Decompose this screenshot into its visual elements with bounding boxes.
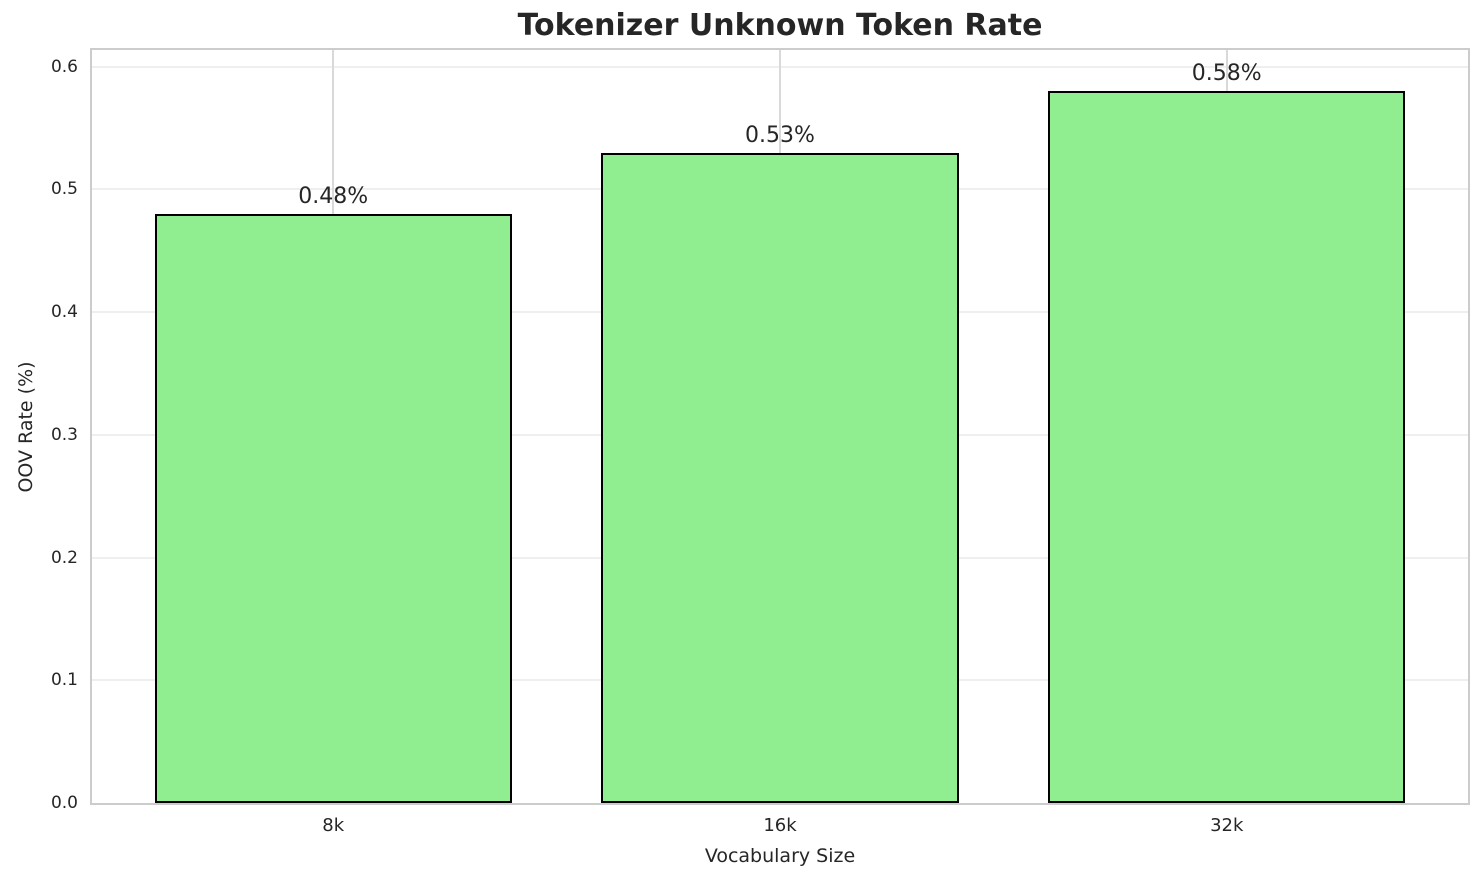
y-axis-label: OOV Rate (%) — [15, 361, 37, 493]
bar — [601, 152, 959, 803]
x-tick-label: 8k — [322, 815, 345, 836]
x-tick-label: 32k — [1210, 815, 1244, 836]
bar — [154, 213, 512, 803]
bar-value-label: 0.58% — [1191, 61, 1262, 87]
plot-area: 0.0 0.1 0.2 0.3 0.4 0.5 0.6 0.48% 8k 0.53% 16k 0.58… — [51, 48, 1470, 836]
y-tick-label: 0.5 — [50, 179, 78, 200]
x-tick-label: 16k — [763, 815, 797, 836]
y-tick-label: 0.4 — [50, 302, 78, 323]
y-tick-label: 0.2 — [50, 547, 78, 568]
x-axis-label: Vocabulary Size — [704, 845, 856, 867]
chart-title: Tokenizer Unknown Token Rate — [517, 8, 1043, 43]
y-tick-label: 0.6 — [50, 56, 78, 77]
bar-value-label: 0.48% — [298, 183, 369, 209]
y-tick-label: 0.1 — [50, 670, 78, 691]
bar-value-label: 0.53% — [745, 122, 815, 148]
y-tick-label: 0.0 — [50, 793, 78, 813]
y-tick-label: 0.3 — [50, 424, 78, 445]
bar — [1048, 91, 1406, 803]
